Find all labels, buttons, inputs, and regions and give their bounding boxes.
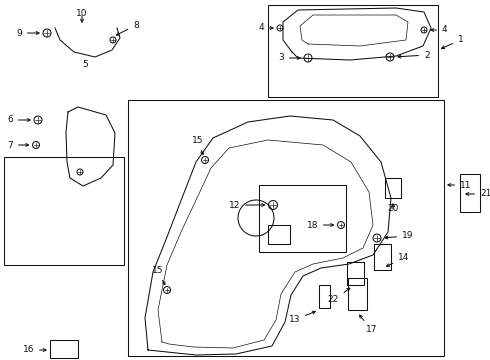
Bar (4, 157, 124, 265)
Text: 10: 10 (76, 9, 88, 18)
Bar (259, 185, 346, 252)
Bar (385, 178, 401, 198)
Text: 15: 15 (152, 266, 164, 275)
Bar (460, 174, 480, 212)
Bar (268, 225, 290, 244)
Bar (347, 262, 364, 285)
Text: 13: 13 (289, 311, 316, 324)
Text: 5: 5 (82, 60, 88, 69)
Text: 4: 4 (431, 26, 448, 35)
Text: 4: 4 (258, 23, 273, 32)
Text: 15: 15 (192, 136, 204, 145)
Text: 7: 7 (7, 140, 28, 149)
Text: 2: 2 (398, 50, 430, 59)
Text: 21: 21 (466, 189, 490, 198)
Text: 3: 3 (278, 54, 300, 63)
Text: 20: 20 (387, 204, 399, 213)
Text: 1: 1 (441, 36, 464, 49)
Text: 8: 8 (117, 21, 139, 35)
Text: 22: 22 (328, 288, 350, 305)
Bar (374, 244, 391, 270)
Bar (348, 278, 367, 310)
Text: 17: 17 (360, 315, 377, 334)
Bar (319, 285, 330, 308)
Bar (128, 100, 444, 356)
Text: 16: 16 (23, 346, 46, 355)
Text: 6: 6 (7, 116, 30, 125)
Text: 18: 18 (307, 220, 334, 230)
Text: 11: 11 (448, 180, 471, 189)
Text: 9: 9 (16, 28, 39, 37)
Text: 12: 12 (229, 201, 265, 210)
Bar (268, 5, 438, 97)
Text: 14: 14 (387, 253, 409, 266)
Text: 19: 19 (385, 231, 414, 240)
Bar (50, 340, 78, 358)
